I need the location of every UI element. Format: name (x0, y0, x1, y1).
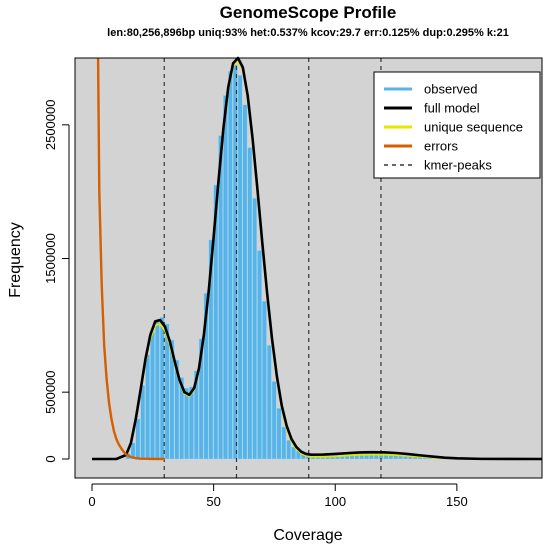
legend-label: errors (424, 139, 458, 154)
observed-bar (184, 387, 189, 460)
observed-bar (193, 370, 199, 460)
observed-bar (130, 442, 136, 460)
observed-bar (218, 135, 223, 460)
x-axis-label: Coverage (273, 527, 342, 544)
y-axis-label: Frequency (7, 222, 24, 298)
y-axis: 0 500000 1500000 2500000 (43, 100, 70, 463)
observed-bar (164, 323, 170, 460)
x-tick-label: 100 (324, 494, 346, 509)
chart-subtitle: len:80,256,896bp uniq:93% het:0.537% kco… (107, 27, 509, 39)
observed-bar (266, 345, 272, 460)
observed-bar (291, 446, 296, 460)
y-tick-label: 0 (43, 455, 58, 462)
legend: observed full model unique sequence errors k… (373, 71, 541, 179)
observed-bar (150, 331, 155, 460)
observed-bar (228, 71, 233, 460)
observed-bar (140, 385, 146, 460)
observed-bar (174, 359, 180, 460)
x-axis: 0 50 100 150 (88, 483, 468, 509)
y-tick-label: 2500000 (43, 100, 58, 151)
observed-bar (286, 440, 292, 460)
observed-bar (179, 377, 185, 460)
full-model-curve (92, 56, 543, 461)
y-tick-label: 1500000 (43, 233, 58, 284)
observed-bar (198, 338, 204, 460)
legend-label: unique sequence (424, 120, 523, 135)
x-tick-label: 0 (88, 494, 95, 509)
x-tick-label: 150 (446, 494, 468, 509)
observed-bar (237, 75, 243, 460)
observed-bar (271, 381, 277, 460)
observed-bar (208, 239, 214, 460)
observed-bar (155, 319, 160, 460)
errors-curve (96, 57, 165, 461)
observed-bar (281, 426, 287, 460)
observed-bar (242, 104, 248, 460)
observed-bar (257, 250, 262, 460)
observed-bar (145, 354, 150, 460)
chart-title: GenomeScope Profile (220, 3, 397, 22)
kmer-peak-lines (163, 58, 382, 478)
model-curves (92, 56, 543, 461)
observed-bar (252, 198, 257, 460)
legend-label: full model (424, 101, 480, 116)
observed-bar (203, 293, 209, 460)
plot-frame (74, 57, 543, 479)
observed-bar (223, 95, 228, 460)
observed-bar (169, 339, 175, 460)
observed-bar (189, 386, 194, 460)
observed-bar (213, 184, 219, 460)
observed-bar (262, 301, 267, 460)
legend-label: observed (424, 82, 477, 97)
observed-bar (276, 408, 282, 460)
y-tick-label: 500000 (43, 370, 58, 413)
observed-bar (247, 147, 253, 460)
legend-label: kmer-peaks (424, 158, 492, 173)
x-tick-label: 50 (206, 494, 220, 509)
observed-bar (135, 418, 141, 460)
